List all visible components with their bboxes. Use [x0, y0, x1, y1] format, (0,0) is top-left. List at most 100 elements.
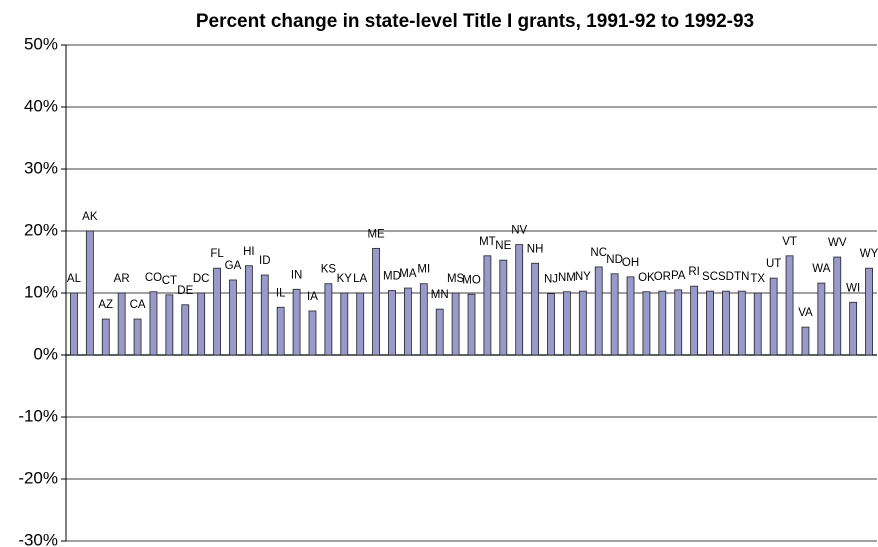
bar — [849, 301, 858, 356]
bar — [276, 306, 285, 356]
bar — [149, 291, 158, 356]
bar-label: WI — [846, 282, 860, 294]
bar-label: MO — [462, 274, 481, 286]
bar — [817, 282, 826, 356]
bar — [372, 247, 380, 356]
bar-label: NC — [590, 247, 607, 259]
bar — [499, 259, 508, 356]
bar-label: LA — [353, 273, 367, 285]
bar — [403, 287, 412, 356]
bar-label: CT — [162, 275, 177, 287]
chart-title: Percent change in state-level Title I gr… — [196, 11, 754, 32]
bar — [674, 289, 683, 356]
bar — [865, 267, 873, 356]
bar-label: UT — [766, 258, 781, 270]
bar-label: NM — [558, 272, 576, 284]
y-tick-label: -10% — [18, 406, 58, 425]
bar — [181, 304, 190, 356]
bar — [610, 273, 619, 356]
bar — [324, 283, 333, 356]
bar-label: IN — [291, 269, 303, 281]
bar-label: MS — [447, 273, 465, 285]
bar-label: CO — [145, 272, 162, 284]
bar — [642, 291, 651, 356]
bar — [515, 244, 524, 356]
bar — [722, 290, 730, 356]
bar-label: MA — [399, 268, 417, 280]
bar — [340, 292, 349, 356]
bar — [737, 290, 746, 356]
y-tick-label: 20% — [24, 220, 58, 239]
bar-label: OH — [622, 257, 639, 269]
bar — [769, 277, 778, 356]
bar-label: PA — [671, 270, 686, 282]
y-tick-label: 30% — [24, 158, 58, 177]
y-tick-label: 0% — [33, 344, 58, 363]
bar — [467, 293, 476, 356]
bar — [690, 285, 699, 356]
bar-label: OR — [654, 271, 671, 283]
bar-label: SD — [718, 271, 734, 283]
bar — [165, 294, 174, 356]
bar — [419, 283, 428, 356]
bar — [785, 255, 794, 356]
bar — [483, 255, 492, 356]
bar — [85, 230, 94, 356]
bar — [197, 292, 206, 356]
bar-label: IL — [276, 287, 286, 299]
y-tick-label: -30% — [18, 530, 58, 547]
bar-label: AR — [114, 273, 130, 285]
bar-label: KS — [321, 264, 337, 276]
bar — [547, 293, 555, 356]
bar-label: OK — [638, 272, 655, 284]
bar-label: MD — [383, 271, 401, 283]
bar — [117, 292, 126, 356]
bar-label: KY — [337, 273, 353, 285]
bar-label: RI — [688, 266, 700, 278]
bar-label: NJ — [544, 274, 558, 286]
bar-label: FL — [210, 248, 224, 260]
bar-label: WY — [860, 248, 878, 260]
bar-label: ME — [367, 228, 385, 240]
bar-label: TX — [750, 273, 765, 285]
bar — [244, 265, 253, 356]
bar-label: DE — [177, 285, 193, 297]
bar-label: VT — [782, 236, 797, 248]
bar-label: WV — [828, 237, 847, 249]
y-tick-label: 10% — [24, 282, 58, 301]
bar — [753, 292, 762, 356]
bar — [308, 310, 317, 356]
bar — [451, 292, 460, 356]
bar — [833, 256, 842, 356]
bar — [658, 290, 667, 356]
bar — [356, 292, 365, 356]
bar-label: NY — [575, 271, 591, 283]
bar — [229, 279, 237, 356]
bar — [578, 290, 587, 356]
bar-label: WA — [812, 263, 830, 275]
bar-label: MT — [479, 236, 496, 248]
bar-label: DC — [193, 273, 210, 285]
bar — [101, 318, 110, 356]
bar — [133, 318, 142, 356]
bar-label: GA — [225, 260, 242, 272]
bar-label: ID — [259, 255, 271, 267]
bar — [435, 308, 444, 356]
bar-label: SC — [702, 271, 718, 283]
bar — [563, 291, 571, 356]
bar — [388, 290, 396, 356]
y-tick-label: 40% — [24, 96, 58, 115]
bar-label: VA — [798, 307, 813, 319]
bar — [531, 262, 540, 356]
bar-label: NE — [495, 240, 511, 252]
bar — [260, 274, 269, 356]
bar-label: NV — [511, 225, 527, 237]
bar — [801, 326, 810, 356]
bar-label: TN — [734, 271, 749, 283]
bar-label: AZ — [98, 299, 113, 311]
bar-label: MN — [431, 289, 449, 301]
bar — [626, 276, 635, 356]
bar — [706, 290, 714, 356]
